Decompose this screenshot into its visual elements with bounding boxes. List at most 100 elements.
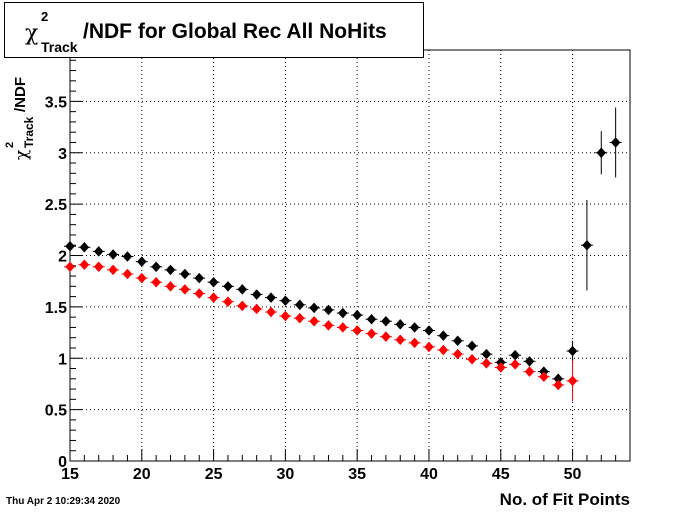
axis-ticks: [69, 49, 631, 462]
series-1-point: [381, 315, 391, 327]
series-2-point: [165, 280, 176, 292]
series-2-point: [366, 328, 377, 339]
series-2-point: [194, 288, 205, 299]
series-1-point: [108, 249, 118, 260]
series-1-point: [596, 147, 607, 159]
series-1-point: [294, 299, 305, 311]
series-2-point: [79, 259, 90, 271]
series-1-point: [424, 325, 434, 336]
x-tick-label: 50: [564, 466, 582, 483]
y-tick-label: 2.5: [45, 197, 67, 214]
series-1-point: [395, 318, 406, 330]
series-1-point: [237, 284, 248, 295]
series-1-point: [567, 345, 578, 357]
x-tick-label: 40: [420, 466, 438, 483]
series-2-point: [223, 296, 233, 308]
series-2-point: [136, 272, 147, 284]
y-tick-label: 0: [58, 454, 67, 471]
series-2-point: [424, 341, 434, 353]
series-2-point: [266, 306, 276, 318]
y-axis-label: χ 2 Track /NDF: [4, 20, 38, 160]
x-tick-label: 15: [61, 466, 79, 483]
data-points: [64, 107, 622, 402]
y-tick-label: 3.5: [45, 94, 67, 111]
series-1-point: [337, 307, 348, 319]
series-2-point: [381, 331, 391, 343]
series-2-point: [280, 310, 291, 322]
series-2-point: [237, 300, 248, 312]
series-1-point: [65, 240, 75, 252]
series-1-point: [323, 304, 334, 316]
x-tick-label: 20: [133, 466, 151, 483]
series-1-point: [481, 348, 492, 360]
series-2-point: [208, 292, 219, 304]
series-2-point: [438, 344, 449, 356]
chart-title: /NDF for Global Rec All NoHits: [83, 20, 387, 43]
y-tick-label: 1: [58, 351, 67, 368]
series-2-point: [481, 358, 492, 369]
y-tick-label: 1.5: [45, 300, 67, 317]
series-2-point: [352, 325, 363, 336]
series-2-point: [93, 261, 104, 273]
series-2-point: [567, 375, 578, 387]
series-2-point: [337, 322, 348, 333]
timestamp: Thu Apr 2 10:29:34 2020: [6, 496, 121, 507]
series-1-point: [309, 302, 319, 314]
y-tick-label: 2: [58, 249, 67, 266]
series-2-point: [495, 362, 506, 373]
chart-title-box: χ 2 Track /NDF for Global Rec All NoHits: [4, 2, 424, 58]
y-tick-label: 3: [58, 146, 67, 163]
series-1-point: [223, 280, 233, 292]
series-1-point: [136, 256, 147, 268]
title-superscript: 2: [41, 9, 49, 24]
series-2-point: [323, 319, 334, 331]
series-1-point: [251, 289, 262, 300]
series-1-point: [122, 251, 133, 262]
series-2-point: [409, 337, 420, 349]
series-1-point: [194, 272, 205, 284]
series-1-point: [266, 292, 276, 304]
series-1-point: [467, 340, 477, 352]
series-2-point: [452, 348, 463, 360]
grid-lines: [70, 49, 630, 461]
ylabel-text: /NDF: [12, 77, 29, 112]
series-1-point: [582, 239, 592, 251]
ylabel-chi-symbol: χ: [12, 149, 32, 160]
series-1-point: [208, 276, 219, 288]
series-1-point: [93, 246, 104, 257]
series-1-point: [409, 322, 420, 333]
series-1-point: [366, 313, 377, 325]
series-2-point: [309, 315, 319, 327]
x-tick-label: 35: [348, 466, 366, 483]
title-chi-symbol: χ: [25, 21, 39, 46]
series-2-point: [151, 276, 161, 288]
series-1-point: [280, 295, 291, 307]
series-1-point: [452, 335, 463, 347]
series-1-point: [438, 330, 449, 342]
series-2-point: [65, 261, 75, 273]
x-axis-label: No. of Fit Points: [499, 490, 630, 509]
series-1-point: [352, 309, 363, 321]
series-2-point: [539, 371, 549, 383]
series-2-point: [108, 264, 118, 276]
series-2-point: [553, 379, 564, 391]
series-2-point: [180, 284, 190, 295]
series-2-point: [122, 268, 133, 280]
series-2-point: [510, 359, 520, 370]
ylabel-superscript: 2: [4, 141, 16, 148]
series-1-point: [180, 268, 190, 280]
series-1-point: [165, 264, 176, 276]
series-1-point: [610, 137, 621, 148]
series-2-point: [395, 334, 406, 346]
series-2-point: [467, 353, 477, 365]
series-2-point: [251, 303, 262, 315]
series-1-point: [151, 261, 161, 273]
ylabel-subscript: Track: [22, 116, 36, 148]
series-1-point: [79, 241, 90, 253]
x-tick-label: 30: [276, 466, 294, 483]
x-tick-label: 45: [492, 466, 510, 483]
y-tick-label: 0.5: [45, 403, 67, 420]
title-subscript: Track: [41, 39, 78, 55]
series-2-point: [294, 312, 305, 324]
x-tick-label: 25: [205, 466, 223, 483]
